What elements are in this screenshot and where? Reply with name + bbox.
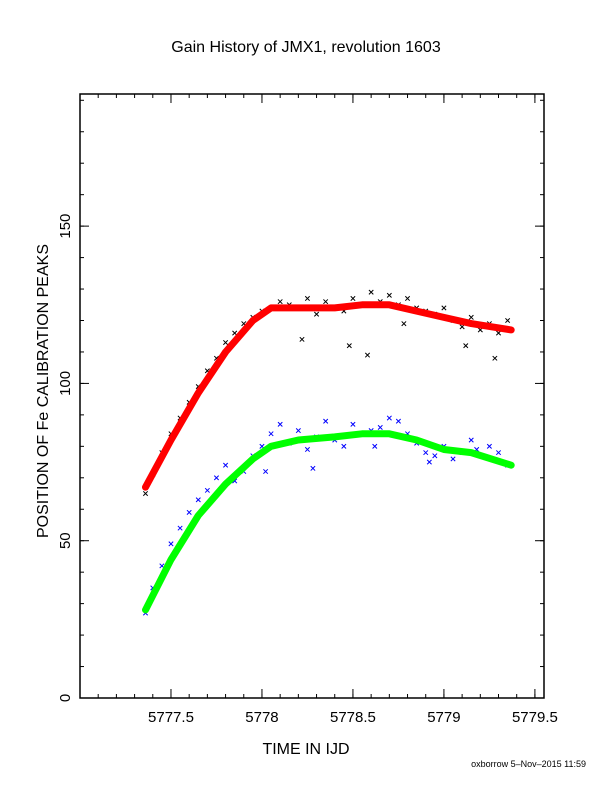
data-point bbox=[204, 487, 210, 493]
data-point bbox=[423, 450, 429, 456]
data-point bbox=[263, 468, 269, 475]
data-point bbox=[386, 292, 392, 298]
data-point bbox=[223, 462, 229, 468]
data-point bbox=[401, 321, 407, 327]
series-3-fit bbox=[142, 430, 515, 614]
data-point bbox=[432, 453, 438, 459]
data-point bbox=[377, 424, 383, 431]
data-point bbox=[468, 437, 474, 443]
data-point bbox=[323, 418, 329, 424]
data-point bbox=[395, 418, 401, 424]
x-axis-label: TIME IN IJD bbox=[262, 741, 349, 758]
data-point bbox=[304, 446, 311, 453]
data-point bbox=[304, 295, 311, 302]
data-point bbox=[277, 299, 283, 305]
data-point bbox=[486, 443, 492, 449]
fit-line bbox=[142, 430, 515, 614]
data-point bbox=[341, 443, 347, 449]
data-point bbox=[186, 509, 192, 515]
data-point bbox=[364, 352, 371, 358]
y-tick-label: 150 bbox=[57, 214, 74, 239]
data-point bbox=[295, 428, 301, 434]
data-point bbox=[495, 450, 502, 456]
data-point bbox=[450, 456, 456, 462]
y-axis-label: POSITION OF Fe CALIBRATION PEAKS bbox=[35, 244, 52, 538]
data-point bbox=[195, 497, 201, 503]
x-tick-label: 5779 bbox=[427, 709, 460, 726]
data-point bbox=[277, 421, 283, 427]
data-point bbox=[463, 343, 469, 349]
y-tick-label: 0 bbox=[57, 694, 74, 702]
data-point bbox=[213, 475, 220, 481]
data-point bbox=[350, 295, 356, 302]
chart-title: Gain History of JMX1, revolution 1603 bbox=[171, 39, 441, 56]
data-point bbox=[350, 421, 356, 427]
data-point bbox=[492, 355, 498, 361]
data-point bbox=[323, 299, 329, 305]
data-point bbox=[505, 317, 511, 324]
data-point bbox=[426, 459, 432, 465]
data-point bbox=[177, 525, 183, 531]
data-series bbox=[142, 289, 515, 616]
x-tick-label: 5777.5 bbox=[148, 709, 194, 726]
data-point bbox=[368, 289, 374, 295]
x-tick-label: 5779.5 bbox=[512, 709, 558, 726]
data-point bbox=[168, 541, 174, 547]
data-point bbox=[268, 431, 274, 437]
series-1-fit bbox=[142, 301, 515, 491]
data-point bbox=[310, 465, 316, 471]
y-tick-label: 100 bbox=[57, 371, 74, 396]
data-point bbox=[404, 295, 411, 302]
data-point bbox=[223, 339, 229, 346]
axis-ticks: 5777.5 5778 5778.5 5779 5779.5 0 50 100 150 bbox=[57, 94, 558, 726]
data-point bbox=[299, 336, 305, 342]
data-point bbox=[441, 305, 447, 311]
footer-credit: oxborrow 5–Nov–2015 11:59 bbox=[471, 759, 586, 769]
plot-area-frame bbox=[79, 93, 545, 699]
y-tick-label: 50 bbox=[57, 532, 74, 549]
data-point bbox=[372, 443, 378, 449]
x-tick-label: 5778 bbox=[245, 709, 278, 726]
data-point bbox=[313, 311, 320, 317]
data-point bbox=[468, 314, 474, 320]
data-point bbox=[142, 490, 149, 497]
x-tick-label: 5778.5 bbox=[330, 709, 376, 726]
data-point bbox=[346, 343, 352, 349]
fit-line bbox=[142, 301, 515, 491]
data-point bbox=[386, 415, 392, 421]
